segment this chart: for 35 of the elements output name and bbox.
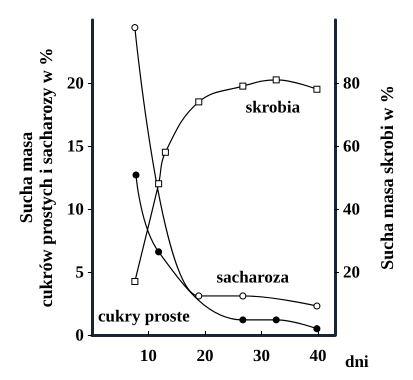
y-tick-label: 10 — [66, 200, 84, 218]
point — [313, 325, 320, 332]
point — [131, 278, 138, 285]
point — [272, 316, 280, 324]
y-tick-label: 5 — [75, 262, 84, 282]
point — [132, 171, 140, 178]
point — [131, 24, 138, 32]
point — [239, 292, 246, 300]
x-tick-label: 30 — [253, 346, 270, 365]
point — [155, 248, 162, 256]
y2-tick-label: 60 — [343, 136, 360, 156]
series-label: cukry proste — [98, 306, 190, 326]
point — [239, 82, 246, 90]
series-label: sacharoza — [216, 267, 290, 286]
x-tick-label: 20 — [196, 346, 214, 365]
point — [313, 302, 320, 310]
x-tick-label: 40 — [310, 346, 327, 365]
y2-tick-label: 20 — [343, 262, 360, 282]
x-axis-title: dni — [345, 352, 369, 371]
y2-tick-label: 80 — [343, 74, 360, 92]
y-tick-label: 15 — [66, 136, 84, 156]
point — [162, 148, 169, 156]
y-tick-label: 0 — [75, 326, 84, 344]
point — [239, 316, 246, 324]
x-tick-label: 10 — [140, 346, 157, 365]
series-label: skrobia — [246, 98, 301, 117]
point — [195, 292, 202, 300]
y-axis-title: Sucha masa cukrów prostych i sacharozy w % — [16, 48, 56, 308]
point — [313, 86, 320, 93]
point — [272, 76, 280, 84]
y2-axis-title: Sucha masa skrobi w % — [377, 85, 397, 270]
point — [155, 180, 162, 188]
y-tick-label: 20 — [66, 74, 84, 92]
y2-tick-label: 40 — [343, 200, 360, 218]
point — [195, 98, 202, 106]
